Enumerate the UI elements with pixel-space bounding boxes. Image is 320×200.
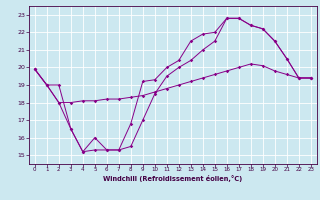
X-axis label: Windchill (Refroidissement éolien,°C): Windchill (Refroidissement éolien,°C) <box>103 175 243 182</box>
